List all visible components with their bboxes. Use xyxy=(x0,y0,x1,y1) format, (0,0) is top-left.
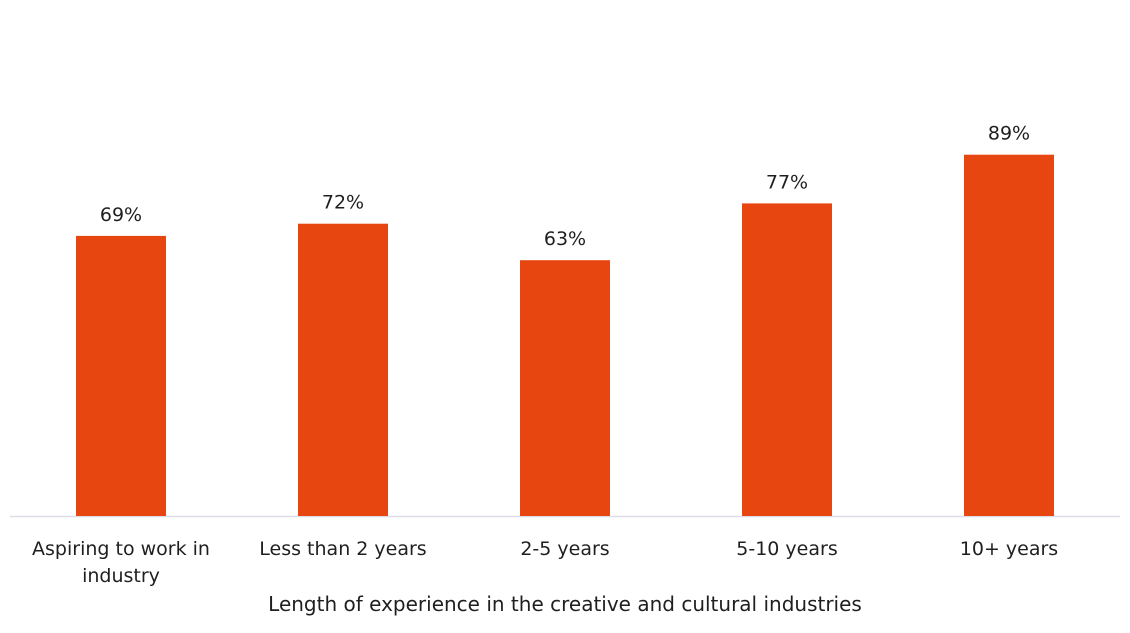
x-tick-label-0: Aspiring to work in industry xyxy=(32,538,210,587)
bar-3 xyxy=(742,203,832,516)
data-label-3: 77% xyxy=(766,171,808,193)
bar-1 xyxy=(298,223,388,516)
data-label-0: 69% xyxy=(100,204,142,226)
data-label-1: 72% xyxy=(322,192,364,214)
data-label-4: 89% xyxy=(988,123,1030,145)
x-axis-title: Length of experience in the creative and… xyxy=(268,592,862,616)
x-tick-label-2: 2-5 years xyxy=(520,538,609,560)
data-label-2: 63% xyxy=(544,228,586,250)
bar-4 xyxy=(964,154,1054,516)
bar-0 xyxy=(76,235,166,516)
bar-2 xyxy=(520,260,610,516)
x-tick-label-3: 5-10 years xyxy=(736,538,837,560)
x-tick-label-4: 10+ years xyxy=(960,538,1058,560)
x-tick-label-1: Less than 2 years xyxy=(259,538,426,560)
